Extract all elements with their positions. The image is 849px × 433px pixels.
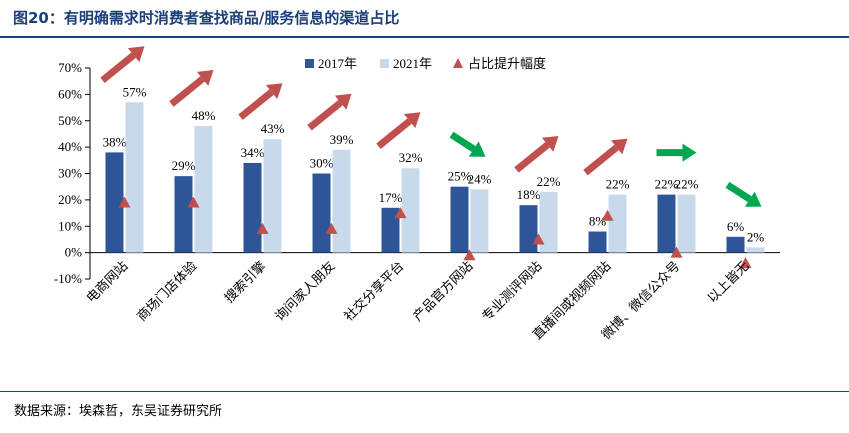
legend-label-increase: 占比提升幅度 [468,56,546,71]
trend-arrow-head [265,83,283,100]
data-label-2021: 39% [330,132,354,147]
data-label-2021: 22% [537,174,561,189]
bar-2017 [381,207,400,253]
y-tick-label: 10% [58,218,82,233]
category-label: 产品官方网站 [410,258,476,324]
chart-area: -10% 0% 10% 20% 30% 40% 50% 60% 70% 38% 57% 电商网站 29%… [54,46,780,343]
increase-marker [118,196,131,208]
increase-marker [325,222,338,234]
trend-arrow-shaft [514,142,550,173]
trend-arrow-head [541,135,559,152]
legend-label-2021: 2021年 [393,56,432,71]
data-label-2021: 43% [261,121,285,136]
data-label-2017: 8% [589,214,607,229]
data-label-2017: 17% [379,190,403,205]
trend-arrow-shaft [238,89,274,120]
data-label-2017: 38% [103,134,127,149]
data-label-2021: 24% [468,171,492,186]
data-label-2017: 34% [241,145,265,160]
trend-arrow-head [744,191,762,207]
trend-arrow-head [682,143,697,162]
category-label: 询问家人朋友 [272,258,338,324]
y-tick-label: 20% [58,192,82,207]
bar-2021 [746,247,765,253]
figure-title: 图20：有明确需求时消费者查找商品/服务信息的渠道占比 [13,9,400,27]
data-label-2017: 6% [727,219,745,234]
data-label-2017: 29% [172,158,196,173]
bar-2017 [174,176,193,253]
increase-marker [601,209,614,221]
trend-arrow-shaft [725,181,752,203]
increase-marker [256,222,269,234]
bar-2017 [312,173,331,253]
data-label-2021: 57% [123,84,147,99]
bar-2021 [263,139,282,253]
category-label: 商场门店体验 [134,258,200,324]
trend-arrow-head [610,138,628,155]
data-label-2017: 30% [310,156,334,171]
category-label: 社交分享平台 [341,258,407,324]
category-label: 搜索引擎 [222,259,269,306]
data-label-2017: 25% [448,169,472,184]
trend-arrow-head [403,112,421,129]
bar-2021 [401,168,420,253]
increase-marker [739,257,752,269]
footer-divider [0,391,849,392]
bar-2017 [726,236,745,253]
data-label-2017: 22% [655,177,679,192]
trend-arrow-head [334,93,352,110]
y-tick-label: 60% [58,86,82,101]
y-tick-label: 50% [58,113,82,128]
data-label-2021: 22% [606,177,630,192]
data-label-2021: 48% [192,108,216,123]
bar-2021 [332,149,351,253]
trend-arrow-head [468,141,486,157]
category-label: 专业测评网站 [480,259,546,325]
category-label: 电商网站 [84,259,131,306]
bar-2017 [588,231,607,253]
increase-marker [532,233,545,245]
bar-2021 [125,102,144,253]
data-label-2017: 18% [517,187,541,202]
data-label-2021: 22% [675,177,699,192]
bar-2017 [657,194,676,253]
bar-2021 [677,194,696,253]
source-note: 数据来源：埃森哲，东吴证券研究所 [14,404,223,419]
trend-arrow-shaft [169,76,205,107]
bar-2017 [105,152,124,253]
y-tick-label: 70% [58,60,82,75]
increase-marker [670,246,683,258]
y-tick-label: 0% [65,245,83,260]
bar-2021 [194,126,213,253]
trend-arrow-shaft [449,131,476,153]
trend-arrow-shaft [376,118,412,149]
bar-2017 [450,186,469,253]
trend-arrow-head [196,70,214,86]
bar-2021 [470,189,489,253]
category-label: 以上皆无 [705,259,752,306]
bar-2021 [539,191,558,253]
legend-swatch-2021 [380,59,389,68]
increase-marker [463,249,476,261]
title-divider [0,36,849,38]
trend-arrow-shaft [307,99,343,131]
data-label-2021: 32% [399,150,423,165]
figure-title-bar: 图20：有明确需求时消费者查找商品/服务信息的渠道占比 [0,0,849,38]
trend-arrow-shaft [100,52,136,84]
legend-swatch-2017 [305,59,314,68]
data-label-2021: 2% [747,229,765,244]
legend-marker-increase [453,58,463,68]
bar-2017 [243,162,262,253]
trend-arrow-shaft [583,144,619,176]
y-tick-label: 30% [58,166,82,181]
increase-marker [394,207,407,219]
trend-arrow-head [127,46,145,63]
increase-marker [187,196,200,208]
y-tick-label: 40% [58,139,82,154]
bar-2021 [608,194,627,253]
legend-label-2017: 2017年 [318,56,357,71]
y-tick-label: -10% [54,271,82,286]
bar-2017 [519,205,538,253]
